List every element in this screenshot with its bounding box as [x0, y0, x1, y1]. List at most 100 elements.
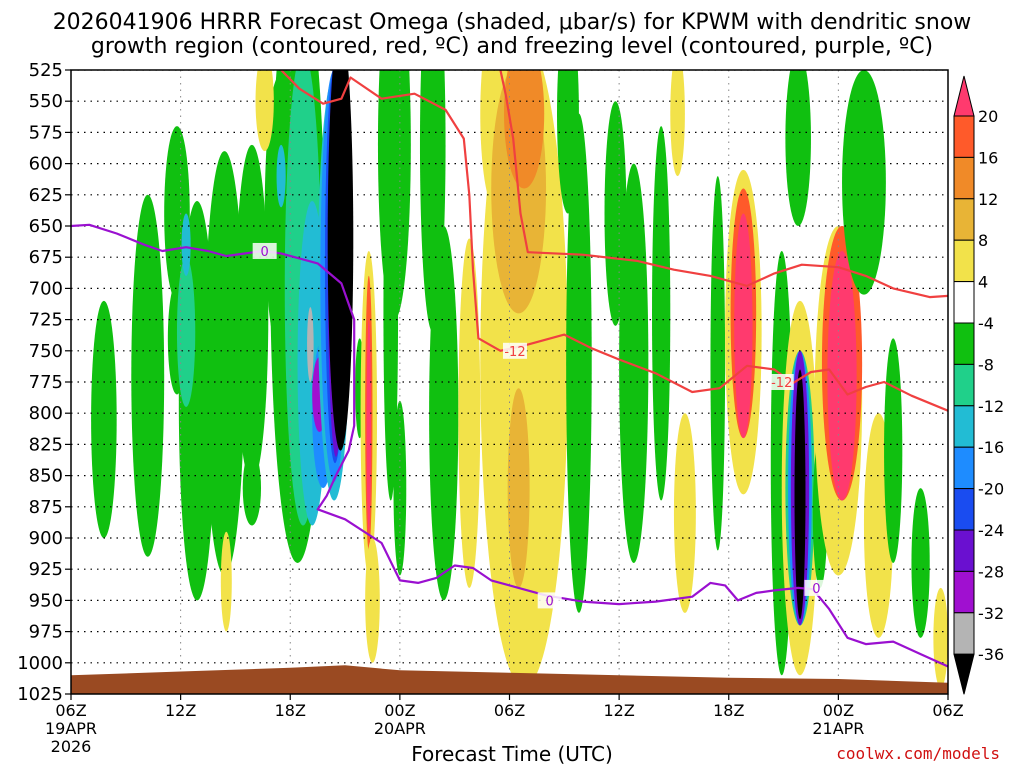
colorbar-swatch-12: [953, 570, 975, 614]
colorbar-tick-0: 20: [978, 107, 998, 126]
contour-1: [499, 70, 948, 299]
ytick-label-550: 550: [29, 91, 63, 112]
ytick-label-875: 875: [29, 497, 63, 518]
omega-pink-core-18z: [734, 213, 753, 439]
omega-gray-patch-19z: [307, 307, 314, 382]
omega-ltorange-lower-06z: [507, 388, 530, 588]
ytick-label-750: 750: [29, 341, 63, 362]
x-axis-label: Forecast Time (UTC): [411, 742, 613, 766]
omega-pink-strip-22z: [366, 319, 372, 532]
colorbar-swatch-3: [953, 198, 975, 241]
colorbar-swatch-4: [953, 239, 975, 283]
ytick-label-1025: 1025: [17, 684, 63, 705]
omega-green-band-10z: [131, 194, 165, 557]
contour-label-minus12-b: -12: [771, 376, 792, 391]
colorbar-swatch-9: [953, 446, 975, 490]
contour-2: [71, 223, 948, 668]
xtick-label-4: 06Z: [494, 701, 525, 720]
contour-label-minus12-a: -12: [504, 345, 525, 360]
colorbar-tick-6: -8: [978, 355, 994, 374]
xtick-year-0: 2026: [51, 737, 92, 756]
colorbar-swatch-2: [953, 156, 975, 200]
colorbar-tick-12: -32: [978, 604, 1004, 623]
ytick-label-800: 800: [29, 403, 63, 424]
contour-label-minus12-b-bg: [769, 374, 794, 390]
colorbar-swatch-1: [953, 115, 975, 158]
omega-green-band-07z: [91, 300, 117, 538]
ytick-label-625: 625: [29, 185, 63, 206]
colorbar-tick-2: 12: [978, 190, 998, 209]
xtick-label-8: 06Z: [932, 701, 963, 720]
omega-orange-core-06z: [504, 70, 545, 189]
omega-green-band-1430z: [652, 126, 671, 501]
omega-teal-patch-12z: [176, 257, 196, 407]
colorbar-tick-3: 8: [978, 231, 988, 250]
ytick-label-925: 925: [29, 559, 63, 580]
omega-green-blob-0430z: [911, 488, 930, 638]
omega-green-band-2330z-upper: [377, 70, 411, 320]
contour-label-minus12-a-bg: [502, 342, 527, 359]
colorbar-tick-11: -28: [978, 562, 1004, 581]
colorbar-tick-8: -16: [978, 438, 1004, 457]
colorbar-swatch-11: [953, 529, 975, 572]
omega-cyan-patch-12z: [181, 213, 191, 276]
ytick-label-975: 975: [29, 622, 63, 643]
omega-green-band-1730z: [710, 176, 726, 551]
contour-label-zero-b-bg: [537, 592, 562, 609]
omega-black-column-22z: [794, 369, 806, 620]
ytick-label-725: 725: [29, 310, 63, 331]
credit-link[interactable]: coolwx.com/models: [836, 744, 1000, 763]
chart-title: 2026041906 HRRR Forecast Omega (shaded, …: [52, 10, 972, 35]
ytick-label-675: 675: [29, 247, 63, 268]
omega-green-band-0230z: [429, 226, 459, 601]
ytick-label-700: 700: [29, 278, 63, 299]
xtick-label-5: 12Z: [603, 701, 634, 720]
colorbar-swatch-7: [953, 363, 975, 407]
colorbar-top-arrow: [953, 75, 975, 117]
xtick-label-2: 18Z: [275, 701, 306, 720]
ytick-label-1000: 1000: [17, 653, 63, 674]
omega-yellow-blob-1530z: [673, 413, 696, 613]
colorbar-bottom-arrow: [953, 653, 975, 695]
contour-label-zero-c: 0: [812, 582, 820, 597]
terrain-surface: [71, 665, 948, 694]
omega-cyan-patch-1730z: [276, 144, 286, 208]
omega-green-band-22z-top: [785, 70, 811, 226]
colorbar-tick-1: 16: [978, 148, 998, 167]
ytick-label-825: 825: [29, 434, 63, 455]
omega-green-band-1230z: [619, 163, 649, 563]
omega-yellow-blob-2230z: [365, 538, 380, 663]
ytick-label-525: 525: [29, 60, 63, 81]
omega-yellow-blob-15z-top: [670, 70, 685, 177]
contour-label-zero-b: 0: [546, 594, 554, 609]
omega-pink-core-00z: [827, 250, 857, 501]
omega-yellow-blob-0530z: [933, 587, 948, 688]
contour-0: [280, 70, 948, 412]
ytick-label-950: 950: [29, 590, 63, 611]
xtick-date-0: 19APR: [45, 719, 97, 738]
ytick-label-850: 850: [29, 466, 63, 487]
xtick-label-7: 00Z: [823, 701, 854, 720]
omega-green-band-01z: [842, 70, 886, 295]
colorbar-tick-7: -12: [978, 397, 1004, 416]
colorbar-swatch-8: [953, 405, 975, 448]
colorbar-tick-13: -36: [978, 645, 1004, 664]
colorbar-swatch-13: [953, 612, 975, 655]
omega-green-band-16z: [235, 144, 269, 482]
xtick-label-0: 06Z: [55, 701, 86, 720]
omega-black-column-20z: [327, 70, 354, 451]
ytick-label-650: 650: [29, 216, 63, 237]
xtick-label-1: 12Z: [165, 701, 196, 720]
colorbar-swatch-6: [953, 322, 975, 365]
ytick-label-900: 900: [29, 528, 63, 549]
contour-label-zero-a: 0: [261, 245, 269, 260]
colorbar-tick-4: 4: [978, 273, 988, 292]
omega-yellow-blob-1630z: [255, 70, 274, 152]
xtick-date-7: 21APR: [812, 719, 864, 738]
xtick-label-3: 00Z: [384, 701, 415, 720]
ytick-label-600: 600: [29, 154, 63, 175]
xtick-label-6: 18Z: [713, 701, 744, 720]
omega-yellow-blob-1430z: [220, 531, 232, 632]
contour-label-zero-a-bg: [252, 242, 277, 259]
